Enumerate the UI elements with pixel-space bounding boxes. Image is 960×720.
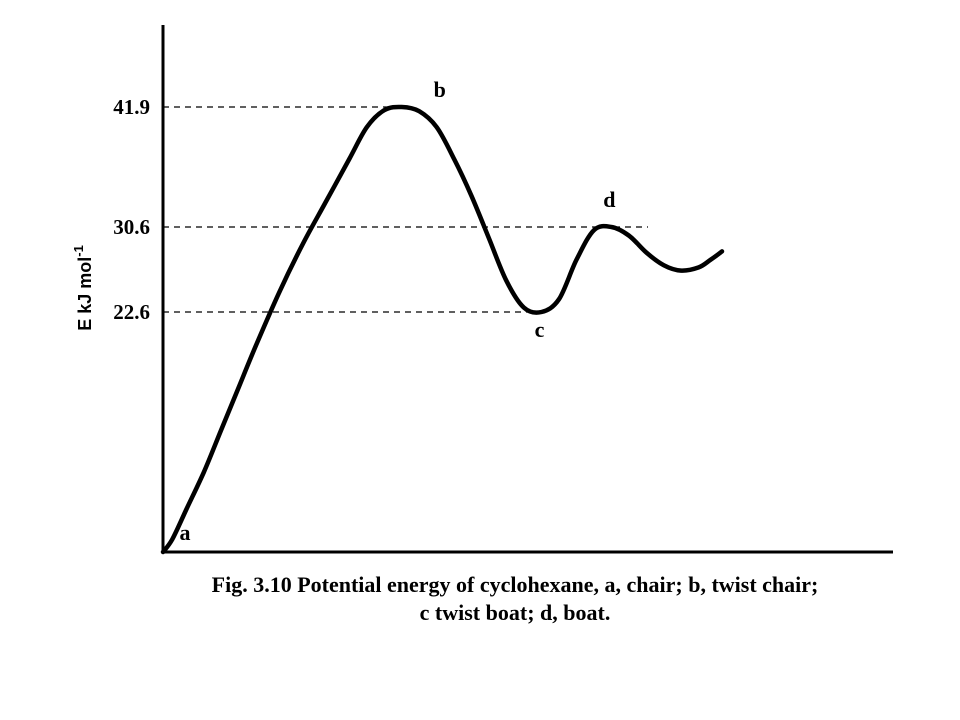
point-label-b: b [434,77,446,102]
point-label-a: a [180,520,191,545]
y-axis-label: E kJ mol-1 [71,245,95,331]
y-ticks: 22.6 30.6 41.9 [113,95,150,324]
point-label-c: c [535,317,545,342]
y-tick-label: 41.9 [113,95,150,119]
y-tick-label: 22.6 [113,300,150,324]
point-label-d: d [603,187,615,212]
y-tick-label: 30.6 [113,215,150,239]
figure-caption-line-2: c twist boat; d, boat. [419,600,611,625]
energy-curve [160,104,725,555]
guide-lines [163,106,648,313]
figure-caption-line-1: Fig. 3.10 Potential energy of cyclohexan… [211,572,819,597]
point-labels: a b c d [180,77,616,545]
